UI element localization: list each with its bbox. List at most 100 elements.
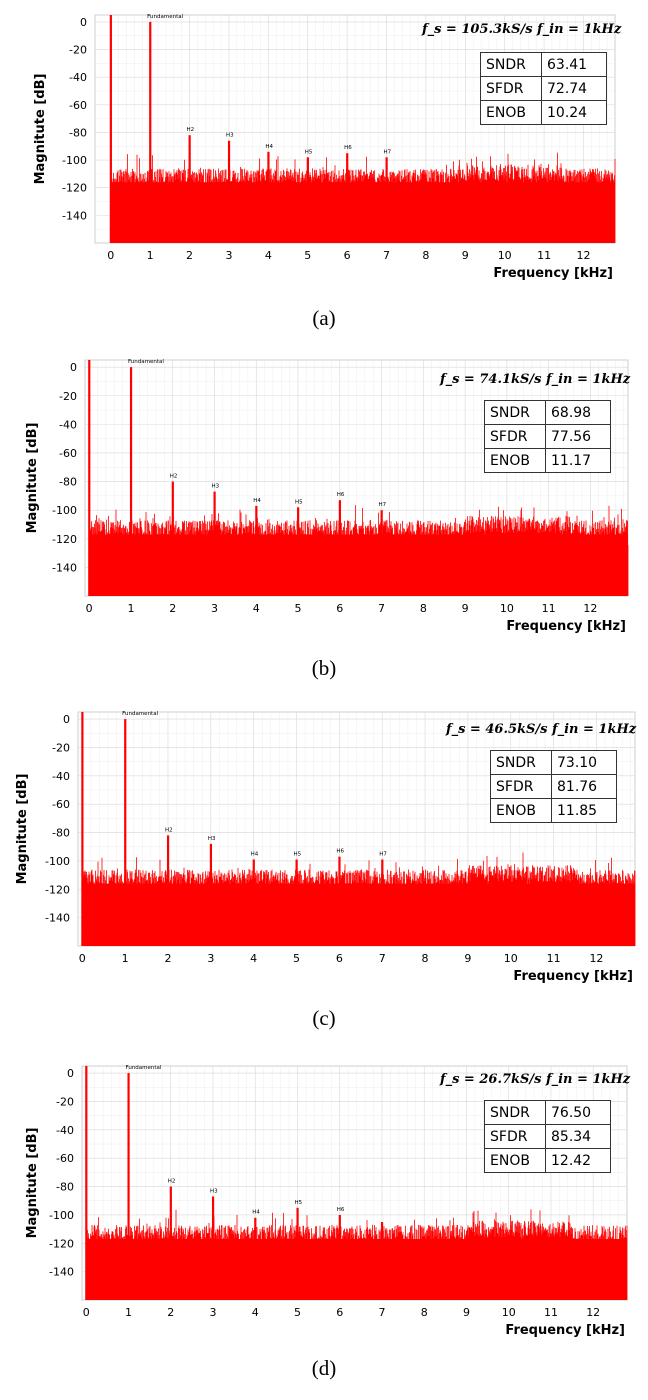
x-tick-label: 3 <box>209 1306 216 1319</box>
y-tick-label: -60 <box>59 447 77 460</box>
spectral-peak <box>188 135 191 243</box>
x-tick-label: 7 <box>378 602 385 615</box>
metric-value: 68.98 <box>545 400 611 425</box>
spectral-peak <box>127 1073 130 1300</box>
panel-caption-c: (c) <box>312 1006 336 1030</box>
x-tick-label: 8 <box>422 952 429 965</box>
peak-label: H4 <box>265 144 273 150</box>
metric-value: 12.42 <box>545 1148 611 1173</box>
x-tick-label: 11 <box>537 249 551 262</box>
spectral-peak <box>109 15 112 243</box>
peak-label: H5 <box>294 851 302 857</box>
x-tick-label: 12 <box>576 249 590 262</box>
y-axis-label: Magnitute [dB] <box>33 74 48 185</box>
y-axis-label: Magnitute [dB] <box>15 774 30 885</box>
peak-label: H6 <box>337 492 345 498</box>
x-tick-label: 7 <box>379 952 386 965</box>
metric-row: SFDR 77.56 <box>484 424 611 449</box>
noise-fill <box>89 534 628 596</box>
peak-label: H5 <box>294 1200 302 1206</box>
sampling-annotation-a: f_s = 105.3kS/s f_in = 1kHz <box>422 22 621 37</box>
y-tick-label: -120 <box>49 1237 74 1250</box>
metrics-table-b: SNDR 68.98 SFDR 77.56 ENOB 11.17 <box>484 400 611 473</box>
metric-row: SFDR 85.34 <box>484 1124 611 1149</box>
peak-label: H5 <box>305 149 313 155</box>
x-axis-label: Frequency [kHz] <box>505 1323 625 1338</box>
peak-label: H5 <box>295 499 303 505</box>
spectral-peak <box>81 712 84 946</box>
x-tick-label: 6 <box>336 952 343 965</box>
x-tick-label: 10 <box>498 249 512 262</box>
x-tick-label: 6 <box>336 1306 343 1319</box>
spectral-peak <box>385 157 388 243</box>
y-tick-label: -80 <box>59 476 77 489</box>
x-tick-label: 2 <box>167 1306 174 1319</box>
metric-value: 63.41 <box>541 52 607 77</box>
peak-label: H7 <box>379 502 387 508</box>
x-tick-label: 7 <box>383 249 390 262</box>
peak-label: H4 <box>252 1210 260 1216</box>
fs-label-b: f_s = 74.1kS/s f_in = 1kHz <box>440 372 631 387</box>
y-tick-label: -40 <box>59 418 77 431</box>
spectral-peak <box>129 367 133 596</box>
spectral-peak <box>380 510 383 596</box>
metric-row: ENOB 10.24 <box>480 100 607 125</box>
x-tick-label: 5 <box>294 1306 301 1319</box>
metric-value: 73.10 <box>551 750 617 775</box>
spectrum-panel-b: Fundamental H2 H3 H4 H5 H6 H7 0 1 2 3 4 5 6 7 8 9 10 11 12 0… <box>0 352 648 700</box>
y-tick-label: -140 <box>45 912 70 925</box>
metric-name: SNDR <box>480 52 542 77</box>
x-tick-label: 4 <box>252 1306 259 1319</box>
peak-label: H3 <box>211 484 219 490</box>
noise-fill <box>82 883 636 946</box>
spectrum-panel-d: Fundamental H2 H3 H4 H5 H6 0 1 2 3 4 5 6 7 8 9 10 11 12 0 -2… <box>0 1052 648 1400</box>
y-tick-label: -80 <box>52 827 70 840</box>
metric-name: SFDR <box>480 76 542 101</box>
x-tick-label: 1 <box>127 602 134 615</box>
metric-value: 72.74 <box>541 76 607 101</box>
spectral-peak <box>346 153 349 243</box>
peak-label: H2 <box>168 1179 176 1185</box>
peak-label: H6 <box>337 1207 345 1213</box>
metric-name: SNDR <box>484 400 546 425</box>
x-tick-label: 6 <box>344 249 351 262</box>
y-tick-label: 0 <box>70 361 77 374</box>
metric-value: 77.56 <box>545 424 611 449</box>
y-tick-label: -140 <box>49 1266 74 1279</box>
x-tick-label: 11 <box>542 602 556 615</box>
metric-row: SFDR 81.76 <box>490 774 617 799</box>
metric-name: SFDR <box>484 424 546 449</box>
x-tick-label: 5 <box>295 602 302 615</box>
y-tick-label: -140 <box>52 561 77 574</box>
metric-name: SNDR <box>490 750 552 775</box>
spectrum-panel-a: Fundamental H2 H3 H4 H5 H6 H7 0 1 2 3 4 5 6 7 8 9 10 11 12 0… <box>0 0 648 348</box>
spectral-peak <box>255 505 258 596</box>
x-tick-label: 11 <box>547 952 561 965</box>
metric-name: SFDR <box>490 774 552 799</box>
noise-fill <box>86 1239 628 1300</box>
x-tick-label: 5 <box>293 952 300 965</box>
peak-label: H2 <box>170 474 178 480</box>
y-tick-label: -100 <box>49 1209 74 1222</box>
peak-label: H7 <box>379 851 387 857</box>
x-tick-label: 11 <box>544 1306 558 1319</box>
y-tick-label: -120 <box>62 182 87 195</box>
x-tick-label: 1 <box>147 249 154 262</box>
y-tick-label: 0 <box>80 16 87 29</box>
peak-label: H3 <box>210 1188 218 1194</box>
metric-row: SNDR 68.98 <box>484 400 611 425</box>
x-tick-label: 5 <box>304 249 311 262</box>
peak-label: Fundamental <box>147 14 183 20</box>
x-axis-label: Frequency [kHz] <box>493 266 613 281</box>
x-tick-label: 2 <box>164 952 171 965</box>
y-tick-label: -100 <box>62 154 87 167</box>
x-tick-label: 2 <box>186 249 193 262</box>
metric-row: SNDR 76.50 <box>484 1100 611 1125</box>
spectral-peak <box>209 843 213 946</box>
panel-caption-a: (a) <box>312 306 336 330</box>
spectral-peak <box>338 856 341 946</box>
metric-value: 11.85 <box>551 798 617 823</box>
spectral-peak <box>227 140 231 243</box>
